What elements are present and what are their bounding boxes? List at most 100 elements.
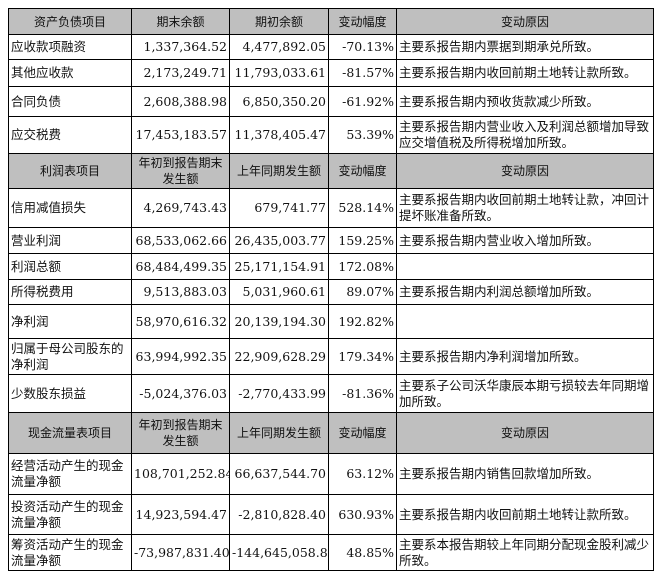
section-header-row: 利润表项目 年初到报告期末发生额 上年同期发生额 变动幅度 变动原因 xyxy=(8,153,654,189)
change-reason: 主要系报告期内利润总额增加所致。 xyxy=(396,279,654,305)
current-value: -73,987,831.40 xyxy=(131,534,230,571)
table-row: 其他应收款 2,173,249.71 11,793,033.61 -81.57% 主要系… xyxy=(8,59,654,87)
prior-value: 11,793,033.61 xyxy=(229,59,329,87)
table-row: 经营活动产生的现金流量净额 108,701,252.84 66,637,544.70… xyxy=(8,453,654,495)
current-value: 58,970,616.32 xyxy=(131,304,230,339)
change-reason: 主要系本报告期较上年同期分配现金股利减少所致。 xyxy=(396,534,654,571)
current-value: 2,608,388.98 xyxy=(131,86,230,117)
column-header: 年初到报告期末发生额 xyxy=(131,412,230,454)
change-reason: 主要系子公司沃华康辰本期亏损较去年同期增加所致。 xyxy=(396,374,654,413)
prior-value: 22,909,628.29 xyxy=(229,338,329,375)
prior-value: 11,378,405.47 xyxy=(229,116,329,154)
current-value: 4,269,743.43 xyxy=(131,188,230,228)
prior-value: 4,477,892.05 xyxy=(229,34,329,60)
change-reason: 主要系报告期内收回前期土地转让款所致。 xyxy=(396,59,654,87)
change-rate: 528.14% xyxy=(328,188,397,228)
item-name: 信用减值损失 xyxy=(8,188,132,228)
prior-value: 679,741.77 xyxy=(229,188,329,228)
change-reason: 主要系报告期内收回前期土地转让款，冲回计提坏账准备所致。 xyxy=(396,188,654,228)
item-name: 筹资活动产生的现金流量净额 xyxy=(8,534,132,571)
change-rate: -61.92% xyxy=(328,86,397,117)
table-row: 少数股东损益 -5,024,376.03 -2,770,433.99 -81.36% 主… xyxy=(8,374,654,413)
prior-value: 66,637,544.70 xyxy=(229,453,329,495)
item-name: 净利润 xyxy=(8,304,132,339)
current-value: 17,453,183.57 xyxy=(131,116,230,154)
column-header: 变动原因 xyxy=(396,153,654,189)
table-row: 归属于母公司股东的净利润 63,994,992.35 22,909,628.29 17… xyxy=(8,338,654,375)
change-reason: 主要系报告期内营业收入及利润总额增加导致应交增值税及所得税增加所致。 xyxy=(396,116,654,154)
financial-changes-table: 资产负债项目 期末余额 期初余额 变动幅度 变动原因 应收款项融资 1,337,364.52… xyxy=(8,8,654,571)
column-header: 变动原因 xyxy=(396,412,654,454)
current-value: 63,994,992.35 xyxy=(131,338,230,375)
column-header: 年初到报告期末发生额 xyxy=(131,153,230,189)
change-reason xyxy=(396,304,654,339)
item-name: 利润总额 xyxy=(8,253,132,280)
column-header: 利润表项目 xyxy=(8,153,132,189)
table-row: 筹资活动产生的现金流量净额 -73,987,831.40 -144,645,058.… xyxy=(8,534,654,571)
prior-value: 5,031,960.61 xyxy=(229,279,329,305)
change-rate: -81.57% xyxy=(328,59,397,87)
column-header: 期初余额 xyxy=(229,8,329,35)
change-reason: 主要系报告期内票据到期承兑所致。 xyxy=(396,34,654,60)
change-reason: 主要系报告期内净利润增加所致。 xyxy=(396,338,654,375)
prior-value: -2,770,433.99 xyxy=(229,374,329,413)
item-name: 其他应收款 xyxy=(8,59,132,87)
item-name: 归属于母公司股东的净利润 xyxy=(8,338,132,375)
current-value: 68,533,062.66 xyxy=(131,227,230,254)
change-reason: 主要系报告期内营业收入增加所致。 xyxy=(396,227,654,254)
table-row: 应交税费 17,453,183.57 11,378,405.47 53.39% 主要系报… xyxy=(8,116,654,154)
prior-value: 6,850,350.20 xyxy=(229,86,329,117)
current-value: 1,337,364.52 xyxy=(131,34,230,60)
change-rate: -81.36% xyxy=(328,374,397,413)
current-value: 14,923,594.47 xyxy=(131,494,230,535)
change-reason: 主要系报告期内销售回款增加所致。 xyxy=(396,453,654,495)
column-header: 变动幅度 xyxy=(328,412,397,454)
change-rate: 630.93% xyxy=(328,494,397,535)
column-header: 变动幅度 xyxy=(328,153,397,189)
table-row: 所得税费用 9,513,883.03 5,031,960.61 89.07% 主要系报告… xyxy=(8,279,654,305)
table-row: 营业利润 68,533,062.66 26,435,003.77 159.25% 主要系… xyxy=(8,227,654,254)
change-rate: -70.13% xyxy=(328,34,397,60)
column-header: 变动幅度 xyxy=(328,8,397,35)
change-rate: 192.82% xyxy=(328,304,397,339)
item-name: 营业利润 xyxy=(8,227,132,254)
item-name: 合同负债 xyxy=(8,86,132,117)
prior-value: -144,645,058.88 xyxy=(229,534,329,571)
column-header: 资产负债项目 xyxy=(8,8,132,35)
change-reason xyxy=(396,253,654,280)
change-rate: 48.85% xyxy=(328,534,397,571)
table-row: 信用减值损失 4,269,743.43 679,741.77 528.14% 主要系报告… xyxy=(8,188,654,228)
table-row: 利润总额 68,484,499.35 25,171,154.91 172.08% xyxy=(8,253,654,280)
item-name: 应收款项融资 xyxy=(8,34,132,60)
prior-value: 25,171,154.91 xyxy=(229,253,329,280)
column-header: 上年同期发生额 xyxy=(229,412,329,454)
change-rate: 159.25% xyxy=(328,227,397,254)
item-name: 投资活动产生的现金流量净额 xyxy=(8,494,132,535)
prior-value: 20,139,194.30 xyxy=(229,304,329,339)
current-value: 2,173,249.71 xyxy=(131,59,230,87)
column-header: 上年同期发生额 xyxy=(229,153,329,189)
current-value: 108,701,252.84 xyxy=(131,453,230,495)
current-value: 68,484,499.35 xyxy=(131,253,230,280)
prior-value: -2,810,828.40 xyxy=(229,494,329,535)
change-rate: 179.34% xyxy=(328,338,397,375)
change-rate: 89.07% xyxy=(328,279,397,305)
change-rate: 53.39% xyxy=(328,116,397,154)
item-name: 经营活动产生的现金流量净额 xyxy=(8,453,132,495)
change-reason: 主要系报告期内收回前期土地转让款所致。 xyxy=(396,494,654,535)
change-rate: 63.12% xyxy=(328,453,397,495)
item-name: 少数股东损益 xyxy=(8,374,132,413)
section-header-row: 现金流量表项目 年初到报告期末发生额 上年同期发生额 变动幅度 变动原因 xyxy=(8,412,654,454)
prior-value: 26,435,003.77 xyxy=(229,227,329,254)
item-name: 应交税费 xyxy=(8,116,132,154)
current-value: 9,513,883.03 xyxy=(131,279,230,305)
table-row: 投资活动产生的现金流量净额 14,923,594.47 -2,810,828.40 6… xyxy=(8,494,654,535)
table-row: 净利润 58,970,616.32 20,139,194.30 192.82% xyxy=(8,304,654,339)
change-rate: 172.08% xyxy=(328,253,397,280)
section-header-row: 资产负债项目 期末余额 期初余额 变动幅度 变动原因 xyxy=(8,8,654,35)
column-header: 现金流量表项目 xyxy=(8,412,132,454)
item-name: 所得税费用 xyxy=(8,279,132,305)
current-value: -5,024,376.03 xyxy=(131,374,230,413)
table-row: 合同负债 2,608,388.98 6,850,350.20 -61.92% 主要系报告… xyxy=(8,86,654,117)
change-reason: 主要系报告期内预收货款减少所致。 xyxy=(396,86,654,117)
